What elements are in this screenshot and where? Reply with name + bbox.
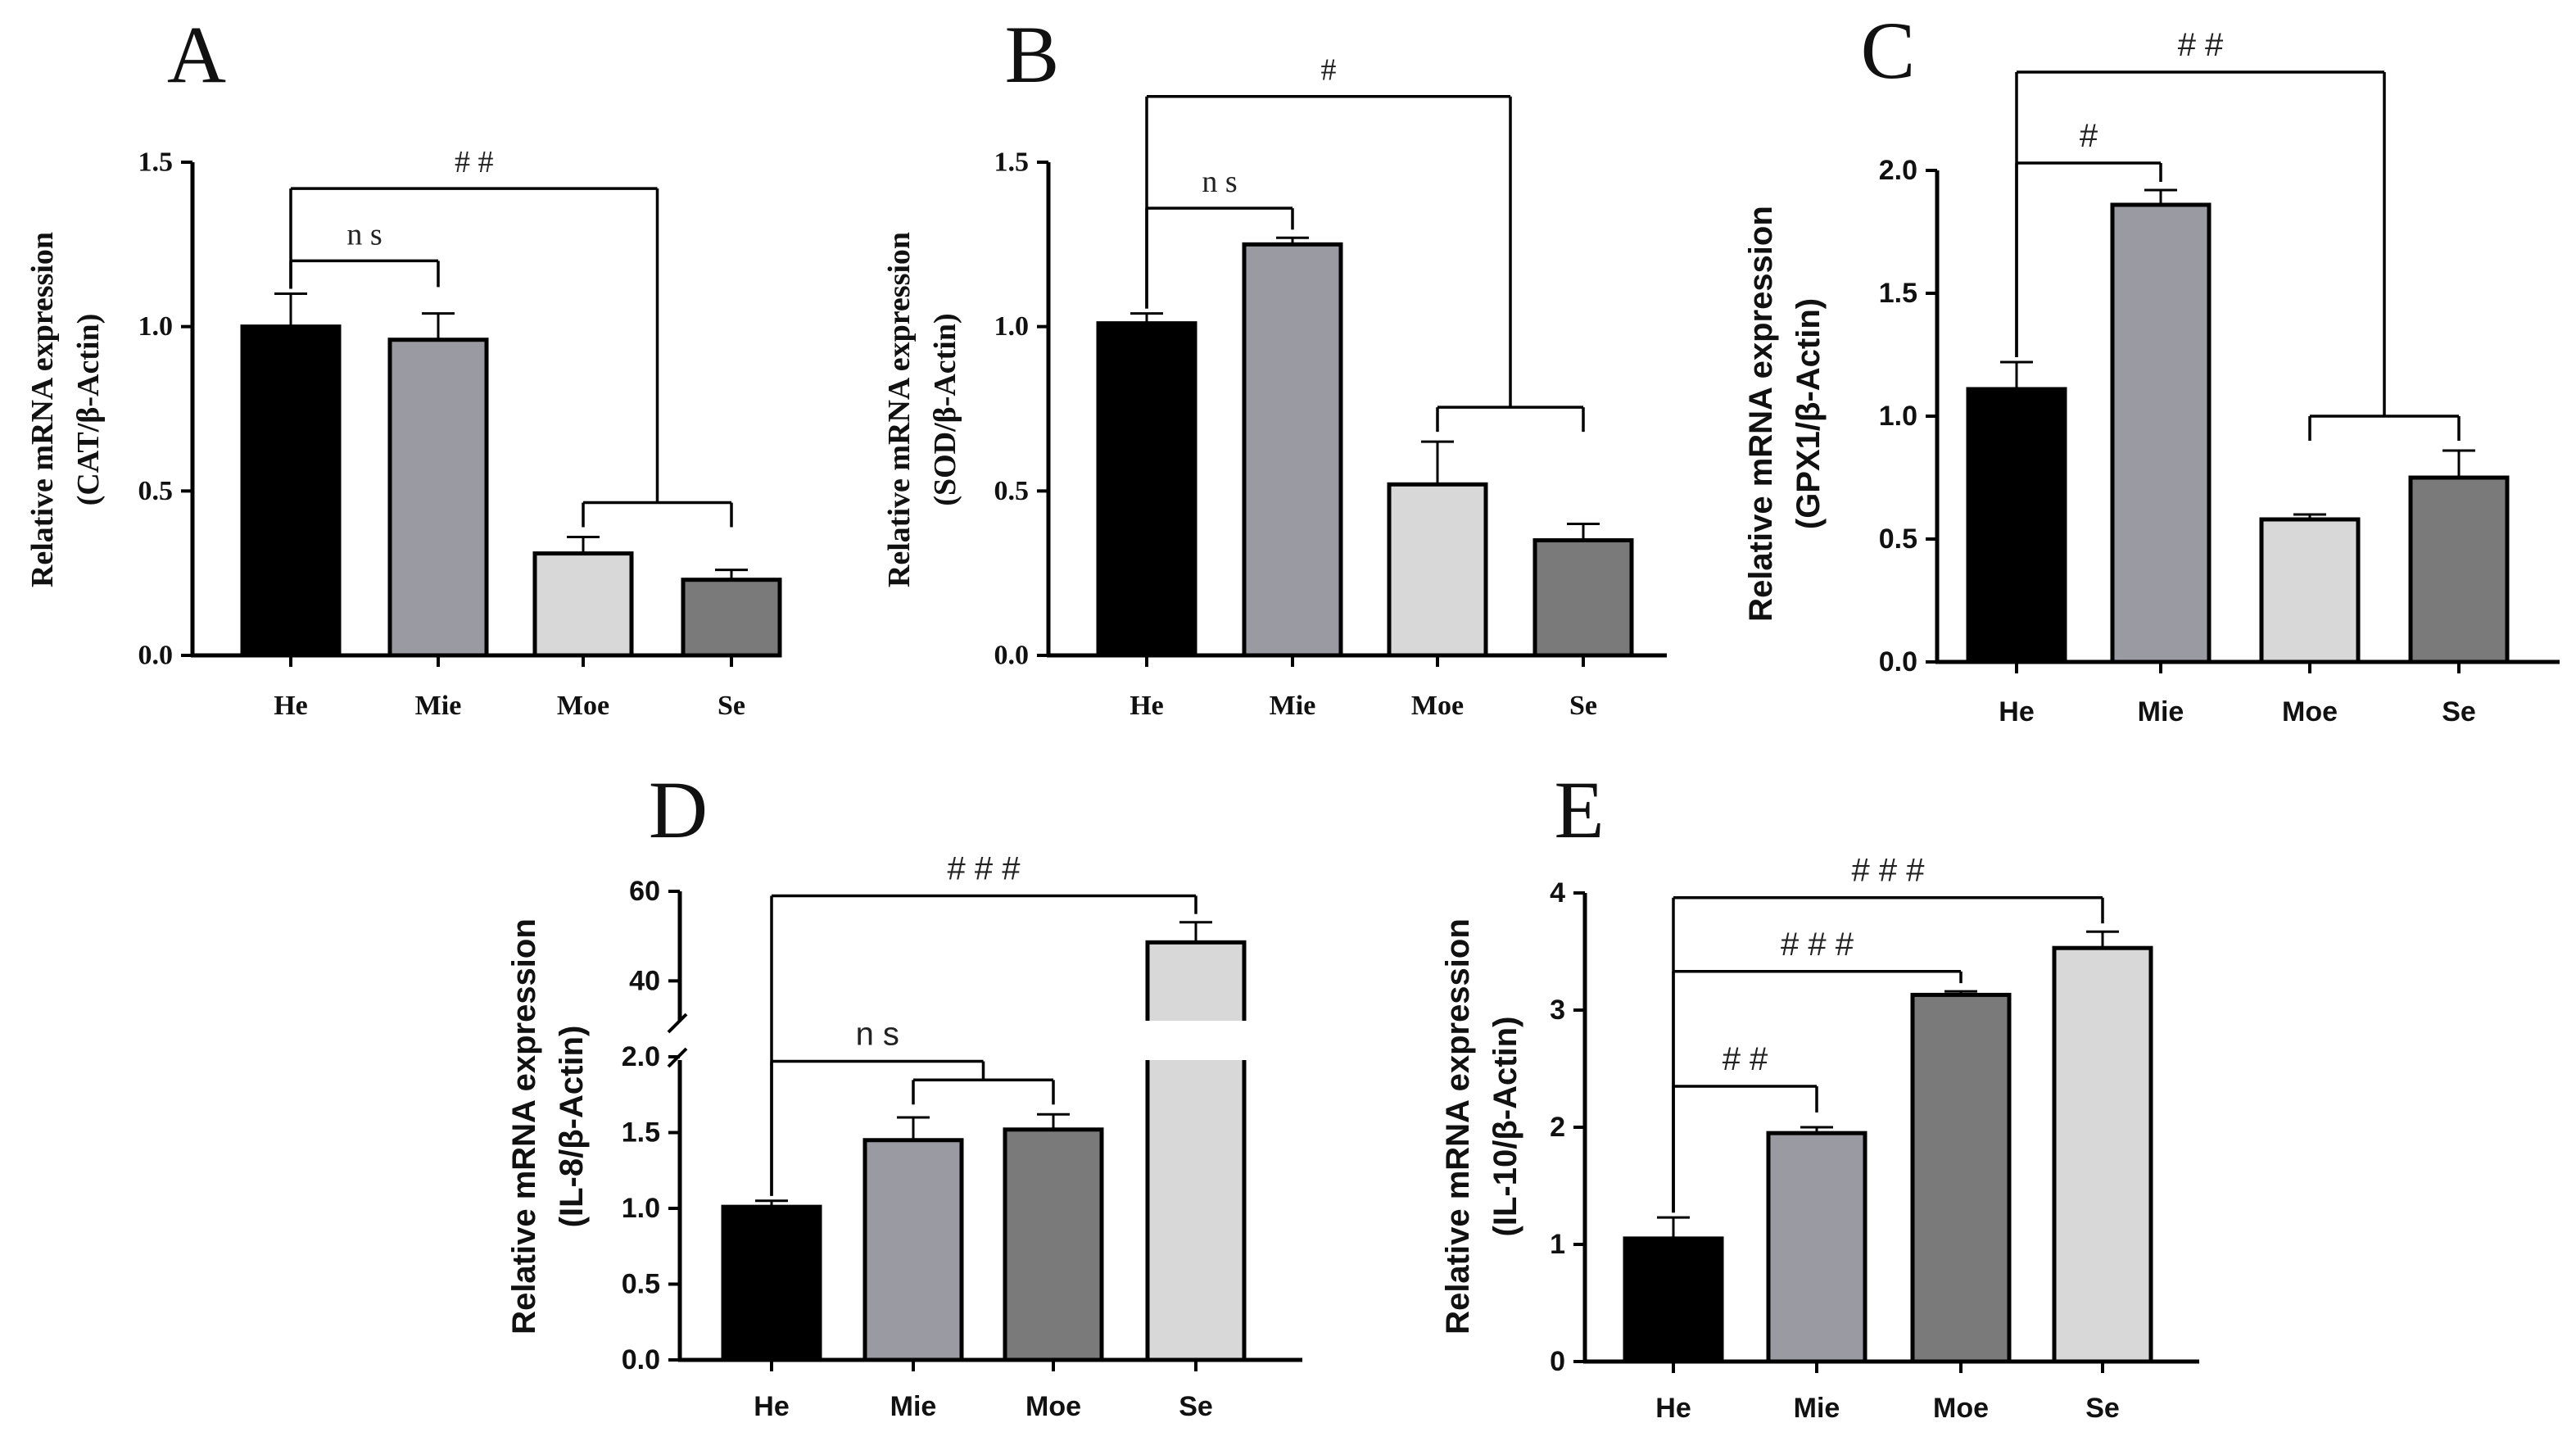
bar-moe bbox=[532, 551, 634, 658]
panel-a: A Relative mRNA expression (CAT/β-Actin) 0.… bbox=[25, 9, 782, 721]
y-tick-label: 2.0 bbox=[1879, 155, 1917, 186]
y-tick-label: 1.0 bbox=[138, 311, 174, 342]
panel-letter: A bbox=[167, 9, 226, 100]
y-tick-label: 0.5 bbox=[1879, 523, 1917, 555]
y-tick-label: 1 bbox=[1550, 1229, 1565, 1260]
panel-e: E Relative mRNA expression (IL-10/β-Actin)… bbox=[1440, 764, 2199, 1424]
bar-moe bbox=[1910, 992, 2012, 1364]
y-tick-label: 2.0 bbox=[622, 1041, 660, 1072]
y-tick-label: 60 bbox=[629, 876, 660, 907]
y-axis-title: Relative mRNA expression bbox=[506, 918, 542, 1335]
y-tick-label: 3 bbox=[1550, 995, 1565, 1026]
x-tick-label: Moe bbox=[1411, 691, 1464, 721]
y-tick-label: 2 bbox=[1550, 1112, 1565, 1143]
y-tick-label: 0.5 bbox=[622, 1269, 660, 1300]
y-tick-label: 0.0 bbox=[622, 1344, 660, 1375]
y-axis-title: Relative mRNA expression bbox=[25, 232, 60, 587]
bar-he bbox=[721, 1204, 822, 1362]
bar-he bbox=[1966, 387, 2067, 664]
x-tick-label: Mie bbox=[890, 1391, 937, 1422]
x-tick-label: Se bbox=[1179, 1391, 1213, 1422]
axis-break-mark bbox=[667, 1013, 688, 1034]
y-axis-title: Relative mRNA expression bbox=[882, 232, 917, 587]
bar-moe bbox=[1003, 1127, 1104, 1362]
x-tick-label: Se bbox=[718, 691, 745, 721]
x-tick-label: Se bbox=[1569, 691, 1597, 721]
bar-moe bbox=[2259, 517, 2361, 664]
significance-label: # bbox=[2080, 118, 2098, 154]
y-tick-label: 0.5 bbox=[138, 476, 174, 506]
x-tick-label: Mie bbox=[1794, 1393, 1840, 1424]
y-axis-subtitle: (SOD/β-Actin) bbox=[928, 313, 962, 505]
bar-se bbox=[2052, 945, 2153, 1364]
y-tick-label: 0 bbox=[1550, 1346, 1565, 1377]
panel-letter: E bbox=[1554, 764, 1604, 855]
x-tick-label: Moe bbox=[2282, 696, 2338, 727]
significance-label: # # # bbox=[1852, 853, 1926, 889]
y-tick-label: 1.5 bbox=[622, 1117, 660, 1149]
y-tick-label: 1.0 bbox=[994, 311, 1030, 342]
bar-he bbox=[1623, 1236, 1724, 1364]
y-axis-subtitle: (IL-10/β-Actin) bbox=[1487, 1017, 1523, 1237]
bar-mie bbox=[1242, 242, 1343, 658]
panel-d: D Relative mRNA expression (IL-8/β-Actin) 0… bbox=[506, 764, 1307, 1422]
significance-label: # # bbox=[455, 145, 494, 179]
y-tick-label: 40 bbox=[629, 965, 660, 996]
y-axis-subtitle: (IL-8/β-Actin) bbox=[554, 1026, 590, 1228]
bar-mie bbox=[387, 338, 489, 658]
y-tick-label: 1.0 bbox=[622, 1193, 660, 1224]
x-tick-label: He bbox=[1999, 696, 2034, 727]
x-tick-label: He bbox=[754, 1391, 789, 1422]
y-axis-subtitle: (GPX1/β-Actin) bbox=[1791, 298, 1827, 529]
y-axis-subtitle: (CAT/β-Actin) bbox=[71, 314, 106, 506]
significance-label: n s bbox=[1202, 165, 1237, 199]
x-tick-label: Moe bbox=[1933, 1393, 1989, 1424]
x-tick-label: He bbox=[274, 691, 308, 721]
bar-mie bbox=[2110, 202, 2212, 664]
bar-se bbox=[1532, 538, 1634, 658]
x-tick-label: Moe bbox=[557, 691, 609, 721]
y-tick-label: 1.5 bbox=[138, 147, 174, 178]
bar-se bbox=[1145, 940, 1247, 1362]
panel-letter: C bbox=[1861, 5, 1916, 96]
x-tick-label: Mie bbox=[1270, 691, 1316, 721]
significance-label: # bbox=[1321, 53, 1337, 88]
x-tick-label: He bbox=[1130, 691, 1164, 721]
bar-mie bbox=[862, 1138, 964, 1362]
significance-label: n s bbox=[346, 217, 382, 252]
x-tick-label: Se bbox=[2442, 696, 2476, 727]
x-tick-label: Se bbox=[2085, 1393, 2120, 1424]
panel-b: B Relative mRNA expression (SOD/β-Actin) 0.… bbox=[882, 9, 1667, 721]
significance-label: # # bbox=[1723, 1041, 1768, 1077]
y-tick-label: 1.0 bbox=[1879, 401, 1917, 432]
panel-c: C Relative mRNA expression (GPX1/β-Actin) 0… bbox=[1743, 5, 2560, 727]
y-tick-label: 1.5 bbox=[1879, 278, 1917, 309]
y-axis-title: Relative mRNA expression bbox=[1743, 206, 1779, 622]
y-tick-label: 4 bbox=[1550, 877, 1565, 909]
axis-break-gap bbox=[685, 1021, 1307, 1060]
x-tick-label: Moe bbox=[1025, 1391, 1081, 1422]
x-tick-label: Mie bbox=[2138, 696, 2184, 727]
bar-mie bbox=[1766, 1131, 1867, 1364]
bar-moe bbox=[1387, 482, 1488, 658]
y-axis-title: Relative mRNA expression bbox=[1440, 918, 1476, 1335]
panel-letter: B bbox=[1005, 9, 1060, 100]
y-tick-label: 0.0 bbox=[994, 641, 1030, 671]
significance-label: n s bbox=[856, 1017, 899, 1053]
significance-label: # # # bbox=[1781, 927, 1854, 963]
y-tick-label: 1.5 bbox=[994, 147, 1030, 178]
bar-se bbox=[2408, 475, 2510, 664]
y-tick-label: 0.0 bbox=[1879, 646, 1917, 677]
x-tick-label: He bbox=[1655, 1393, 1691, 1424]
x-tick-label: Mie bbox=[415, 691, 462, 721]
y-tick-label: 0.0 bbox=[138, 641, 174, 671]
y-tick-label: 0.5 bbox=[994, 476, 1030, 506]
panel-letter: D bbox=[649, 764, 708, 855]
significance-label: # # # bbox=[948, 850, 1021, 886]
bar-he bbox=[1096, 321, 1197, 658]
bar-he bbox=[240, 324, 342, 658]
bar-se bbox=[681, 578, 782, 658]
significance-label: # # bbox=[2178, 27, 2224, 63]
